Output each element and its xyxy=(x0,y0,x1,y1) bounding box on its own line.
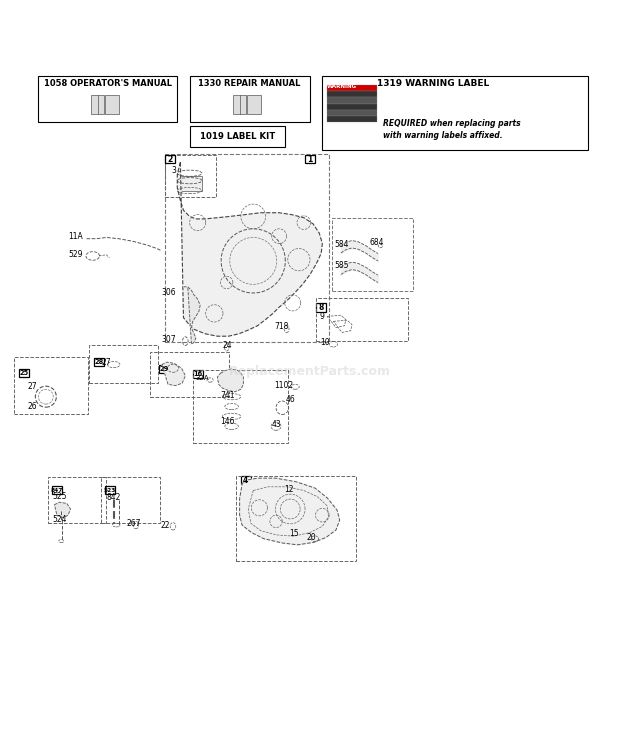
Text: 524: 524 xyxy=(52,515,66,524)
Bar xyxy=(241,476,250,484)
Text: 9: 9 xyxy=(320,312,325,321)
Bar xyxy=(193,371,288,443)
Text: 10: 10 xyxy=(320,339,329,347)
Bar xyxy=(327,97,377,103)
Text: 26: 26 xyxy=(27,402,37,411)
Text: 1319 WARNING LABEL: 1319 WARNING LABEL xyxy=(378,79,490,88)
Bar xyxy=(177,176,202,190)
Bar xyxy=(91,95,104,114)
Text: 1102: 1102 xyxy=(274,381,293,390)
Text: 585: 585 xyxy=(335,261,349,270)
Bar xyxy=(327,103,377,109)
Bar xyxy=(94,358,104,366)
Text: 847: 847 xyxy=(51,488,63,493)
Text: 16: 16 xyxy=(193,371,202,377)
Bar xyxy=(193,371,203,378)
Text: ReplacementParts.com: ReplacementParts.com xyxy=(229,365,391,379)
Text: 306: 306 xyxy=(161,289,176,298)
Text: 3: 3 xyxy=(171,167,176,176)
Text: 1058 OPERATOR'S MANUAL: 1058 OPERATOR'S MANUAL xyxy=(43,79,172,88)
Bar xyxy=(165,154,329,342)
Bar xyxy=(327,109,377,116)
Bar xyxy=(149,352,229,397)
Text: 529: 529 xyxy=(68,250,82,259)
Bar xyxy=(247,95,260,114)
Text: 718: 718 xyxy=(275,322,289,331)
Bar xyxy=(105,486,115,494)
Bar xyxy=(190,126,285,147)
Text: 8: 8 xyxy=(319,303,324,312)
Text: 4: 4 xyxy=(243,476,249,485)
Text: 24: 24 xyxy=(223,341,232,350)
Text: 27: 27 xyxy=(27,382,37,391)
Text: 842: 842 xyxy=(106,493,121,502)
Bar xyxy=(327,85,377,92)
Text: WARNING: WARNING xyxy=(327,84,357,89)
Text: 20: 20 xyxy=(306,533,316,542)
Text: 267: 267 xyxy=(126,519,141,527)
Text: 28: 28 xyxy=(94,359,104,365)
Polygon shape xyxy=(55,502,71,518)
Text: 25: 25 xyxy=(19,370,28,376)
Text: 1: 1 xyxy=(308,155,312,164)
Text: 307: 307 xyxy=(161,336,176,344)
Text: 11A: 11A xyxy=(68,231,83,241)
Text: 2: 2 xyxy=(167,155,172,164)
Text: 27: 27 xyxy=(102,358,111,367)
Bar xyxy=(190,76,310,122)
Text: 46: 46 xyxy=(285,395,295,404)
Bar xyxy=(165,155,216,197)
Bar xyxy=(48,477,106,523)
Polygon shape xyxy=(218,369,243,392)
Bar xyxy=(233,95,246,114)
Bar xyxy=(316,298,407,341)
Text: 584: 584 xyxy=(335,240,349,249)
Text: 43: 43 xyxy=(272,420,281,429)
Bar xyxy=(38,76,177,122)
Bar xyxy=(327,92,377,97)
Polygon shape xyxy=(184,287,200,344)
Bar xyxy=(159,365,169,373)
Bar xyxy=(14,357,88,414)
Text: 525: 525 xyxy=(53,493,67,501)
Text: 741: 741 xyxy=(221,391,235,400)
Bar xyxy=(316,304,326,312)
Text: REQUIRED when replacing parts
with warning labels affixed.: REQUIRED when replacing parts with warni… xyxy=(383,119,520,141)
Text: 12: 12 xyxy=(284,485,294,494)
Bar xyxy=(165,155,175,164)
Text: 1019 LABEL KIT: 1019 LABEL KIT xyxy=(200,132,275,141)
Bar xyxy=(305,155,315,164)
Text: 22: 22 xyxy=(161,521,170,530)
Text: 32A: 32A xyxy=(196,375,210,381)
Text: 15: 15 xyxy=(289,529,299,538)
Text: 146: 146 xyxy=(221,417,235,426)
Bar xyxy=(236,476,356,562)
Bar xyxy=(327,116,377,122)
Bar xyxy=(52,486,62,494)
Text: 29: 29 xyxy=(159,366,169,372)
Polygon shape xyxy=(177,162,322,336)
Bar xyxy=(105,95,118,114)
Bar xyxy=(102,477,160,523)
Text: 523: 523 xyxy=(104,488,116,493)
Text: 684: 684 xyxy=(370,238,384,247)
Bar xyxy=(19,369,29,377)
Text: 1330 REPAIR MANUAL: 1330 REPAIR MANUAL xyxy=(198,79,301,88)
Bar xyxy=(332,218,413,290)
Polygon shape xyxy=(162,362,185,385)
Polygon shape xyxy=(240,478,340,545)
Bar xyxy=(89,344,158,383)
Bar xyxy=(322,76,588,150)
